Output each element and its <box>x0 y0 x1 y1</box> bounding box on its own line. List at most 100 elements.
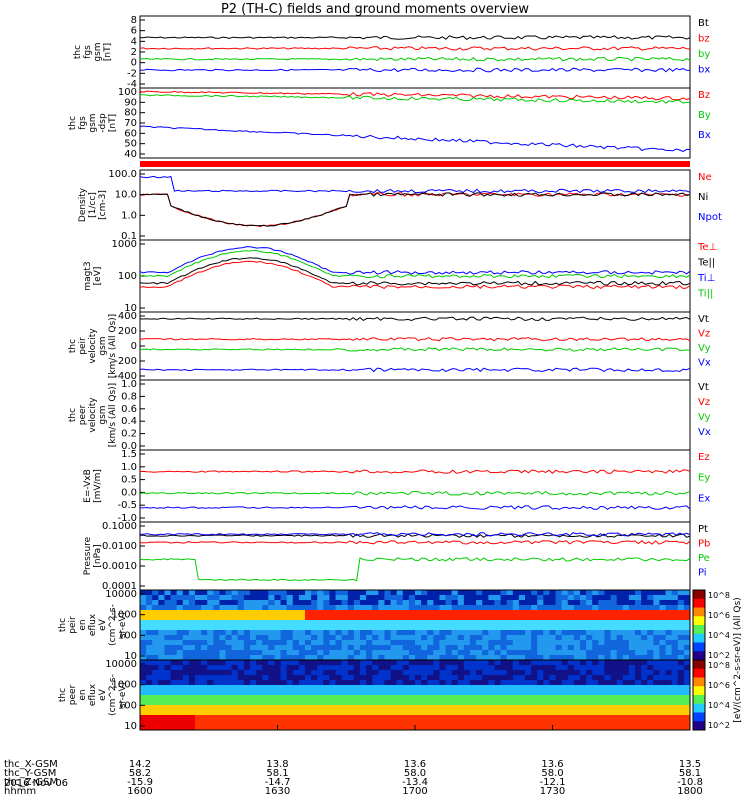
spectrogram-cell <box>347 655 355 661</box>
spectrogram-cell <box>396 715 404 721</box>
spectrogram-cell <box>457 680 465 686</box>
spectrogram-cell <box>451 600 459 606</box>
spectrogram-cell <box>176 640 184 646</box>
spectrogram-cell <box>274 710 282 716</box>
spectrogram-cell <box>555 635 563 641</box>
spectrogram-cell <box>219 625 227 631</box>
spectrogram-cell <box>207 615 214 621</box>
spectrogram-cell <box>537 655 544 661</box>
spectrogram-cell <box>225 675 233 681</box>
spectrogram-cell <box>512 625 520 631</box>
footer-row-label: thc_Y-GSM <box>4 768 57 779</box>
legend-entry: Pi <box>698 568 707 579</box>
spectrogram-cell <box>500 635 508 641</box>
spectrogram-cell <box>231 670 239 676</box>
spectrogram-cell <box>372 700 379 706</box>
spectrogram-cell <box>268 725 275 731</box>
spectrogram-cell <box>671 650 679 656</box>
spectrogram-cell <box>573 640 581 646</box>
spectrogram-cell <box>549 595 557 601</box>
spectrogram-cell <box>439 630 447 636</box>
spectrogram-cell <box>573 680 581 686</box>
spectrogram-cell <box>525 645 532 651</box>
spectrogram-cell <box>451 715 459 721</box>
spectrogram-cell <box>604 605 612 611</box>
spectrogram-cell <box>470 610 477 616</box>
spectrogram-cell <box>292 710 300 716</box>
spectrogram-cell <box>286 630 294 636</box>
spectrogram-cell <box>635 675 642 681</box>
spectrogram-cell <box>164 670 172 676</box>
spectrogram-cell <box>292 595 300 601</box>
spectrogram-cell <box>250 690 257 696</box>
spectrogram-cell <box>182 650 190 656</box>
spectrogram-cell <box>488 670 495 676</box>
spectrogram-cell <box>555 695 563 701</box>
spectrogram-cell <box>378 695 385 701</box>
spectrogram-cell <box>494 700 502 706</box>
spectrogram-cell <box>677 635 685 641</box>
spectrogram-cell <box>176 625 184 631</box>
spectrogram-cell <box>207 695 214 701</box>
spectrogram-cell <box>274 695 282 701</box>
spectrogram-cell <box>421 695 428 701</box>
spectrogram-cell <box>146 690 153 696</box>
spectrogram-cell <box>451 700 459 706</box>
spectrogram-cell <box>463 725 471 731</box>
spectrogram-cell <box>176 645 184 651</box>
spectrogram-cell <box>402 720 410 726</box>
spectrogram-cell <box>445 670 453 676</box>
spectrogram-cell <box>286 635 294 641</box>
spectrogram-cell <box>219 665 227 671</box>
spectrogram-cell <box>311 680 318 686</box>
spectrogram-cell <box>427 670 434 676</box>
spectrogram-cell <box>641 670 648 676</box>
spectrogram-cell <box>653 630 660 636</box>
spectrogram-cell <box>268 715 275 721</box>
spectrogram-cell <box>384 660 392 666</box>
spectrogram-cell <box>274 680 282 686</box>
spectrogram-cell <box>158 685 165 691</box>
spectrogram-cell <box>415 625 422 631</box>
y-tick-label: 60 <box>124 128 137 139</box>
spectrogram-cell <box>470 640 477 646</box>
spectrogram-cell <box>647 675 654 681</box>
spectrogram-cell <box>140 605 147 611</box>
spectrogram-cell <box>641 600 648 606</box>
spectrogram-cell <box>586 615 593 621</box>
spectrogram-cell <box>671 660 679 666</box>
spectrogram-cell <box>298 680 306 686</box>
spectrogram-cell <box>531 595 538 601</box>
spectrogram-cell <box>280 660 288 666</box>
spectrogram-cell <box>561 590 569 596</box>
spectrogram-cell <box>268 655 275 661</box>
spectrogram-cell <box>366 710 373 716</box>
spectrogram-cell <box>415 600 422 606</box>
spectrogram-cell <box>311 640 318 646</box>
spectrogram-cell <box>494 690 502 696</box>
spectrogram-cell <box>665 615 673 621</box>
series-line <box>139 260 691 290</box>
spectrogram-cell <box>152 700 159 706</box>
spectrogram-cell <box>176 665 184 671</box>
spectrogram-cell <box>219 725 227 731</box>
spectrogram-cell <box>573 660 581 666</box>
spectrogram-cell <box>427 600 434 606</box>
spectrogram-cell <box>311 620 318 626</box>
spectrogram-cell <box>604 700 612 706</box>
spectrogram-cell <box>170 635 178 641</box>
spectrogram-cell <box>305 590 312 596</box>
y-axis-label: E=-VxB <box>83 469 93 503</box>
spectrogram-cell <box>195 600 202 606</box>
spectrogram-cell <box>170 605 178 611</box>
spectrogram-cell <box>433 595 440 601</box>
spectrogram-cell <box>329 635 337 641</box>
spectrogram-cell <box>213 610 220 616</box>
spectrogram-cell <box>537 660 544 666</box>
spectrogram-cell <box>537 710 544 716</box>
spectrogram-cell <box>622 600 630 606</box>
spectrogram-cell <box>451 595 459 601</box>
spectrogram-cell <box>463 680 471 686</box>
spectrogram-cell <box>305 650 312 656</box>
spectrogram-cell <box>256 655 263 661</box>
